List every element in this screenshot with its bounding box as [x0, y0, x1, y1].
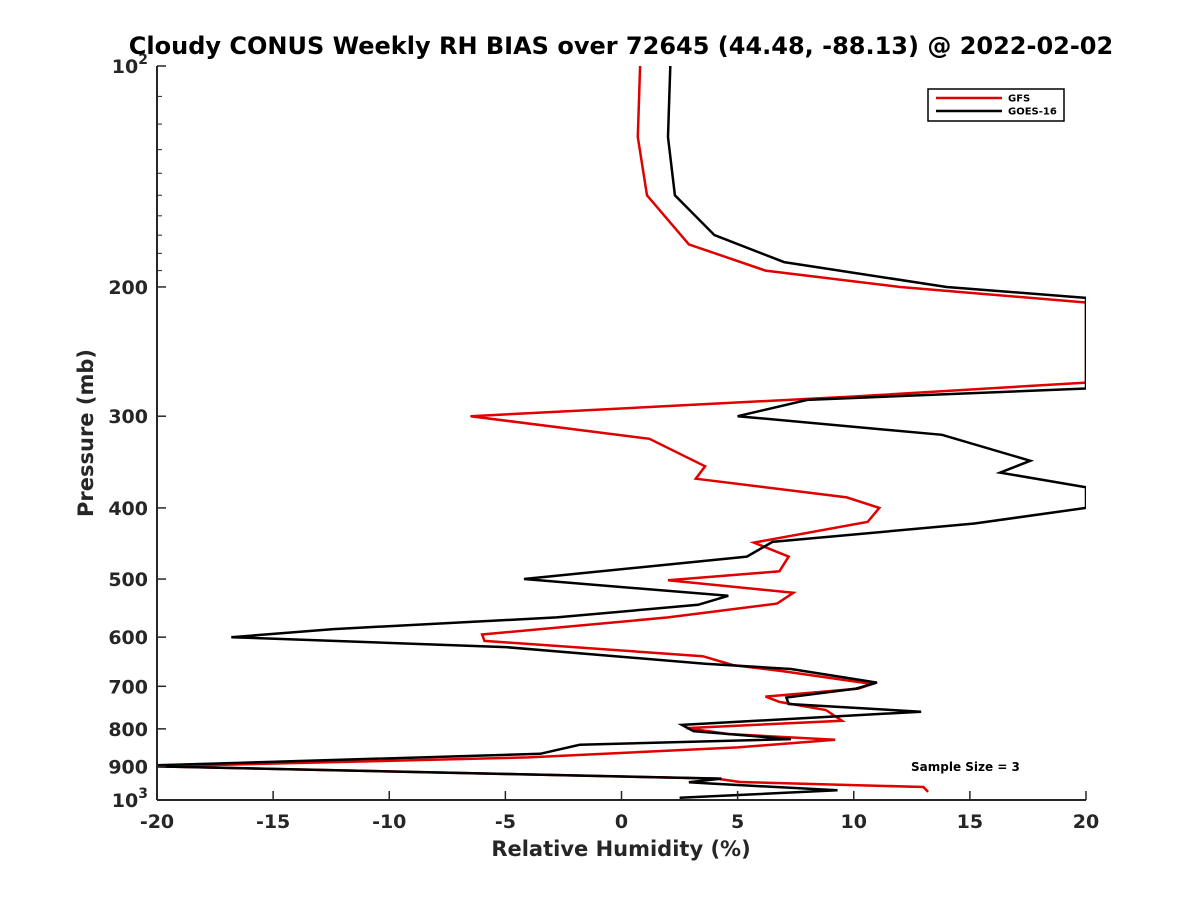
y-ticks: 102 200 300 400 500 600 700 800 900 103 [108, 52, 166, 812]
y-tick-label: 700 [108, 676, 148, 698]
series-line-goes16 [157, 66, 1086, 800]
y-tick-label: 200 [108, 277, 148, 299]
chart-title: Cloudy CONUS Weekly RH BIAS over 72645 (… [129, 32, 1113, 60]
y-tick-label: 300 [108, 406, 148, 428]
plot-lines [157, 66, 1086, 800]
series-line-gfs [157, 66, 1086, 793]
x-tick-label: -5 [495, 811, 516, 833]
y-tick-label: 103 [112, 786, 148, 812]
y-tick-label: 800 [108, 719, 148, 741]
sample-size-annotation: Sample Size = 3 [911, 760, 1020, 774]
x-tick-label: 15 [957, 811, 983, 833]
y-tick-label: 400 [108, 498, 148, 520]
legend-label-goes16: GOES-16 [1008, 107, 1057, 118]
x-tick-label: -10 [372, 811, 406, 833]
y-tick-label: 500 [108, 569, 148, 591]
x-axis-label: Relative Humidity (%) [491, 837, 750, 861]
x-tick-label: 10 [841, 811, 867, 833]
legend: GFS GOES-16 [927, 88, 1065, 122]
x-tick-label: -20 [140, 811, 174, 833]
y-axis-label: Pressure (mb) [74, 349, 98, 517]
x-tick-label: 20 [1073, 811, 1099, 833]
x-tick-label: 0 [615, 811, 628, 833]
legend-box [927, 88, 1065, 122]
y-tick-label: 600 [108, 627, 148, 649]
legend-label-gfs: GFS [1008, 94, 1030, 105]
x-ticks: -20 -15 -10 -5 0 5 10 15 20 [140, 791, 1099, 833]
y-tick-label: 102 [112, 52, 148, 78]
y-tick-label: 900 [108, 756, 148, 778]
x-tick-label: 5 [731, 811, 744, 833]
x-tick-label: -15 [256, 811, 290, 833]
